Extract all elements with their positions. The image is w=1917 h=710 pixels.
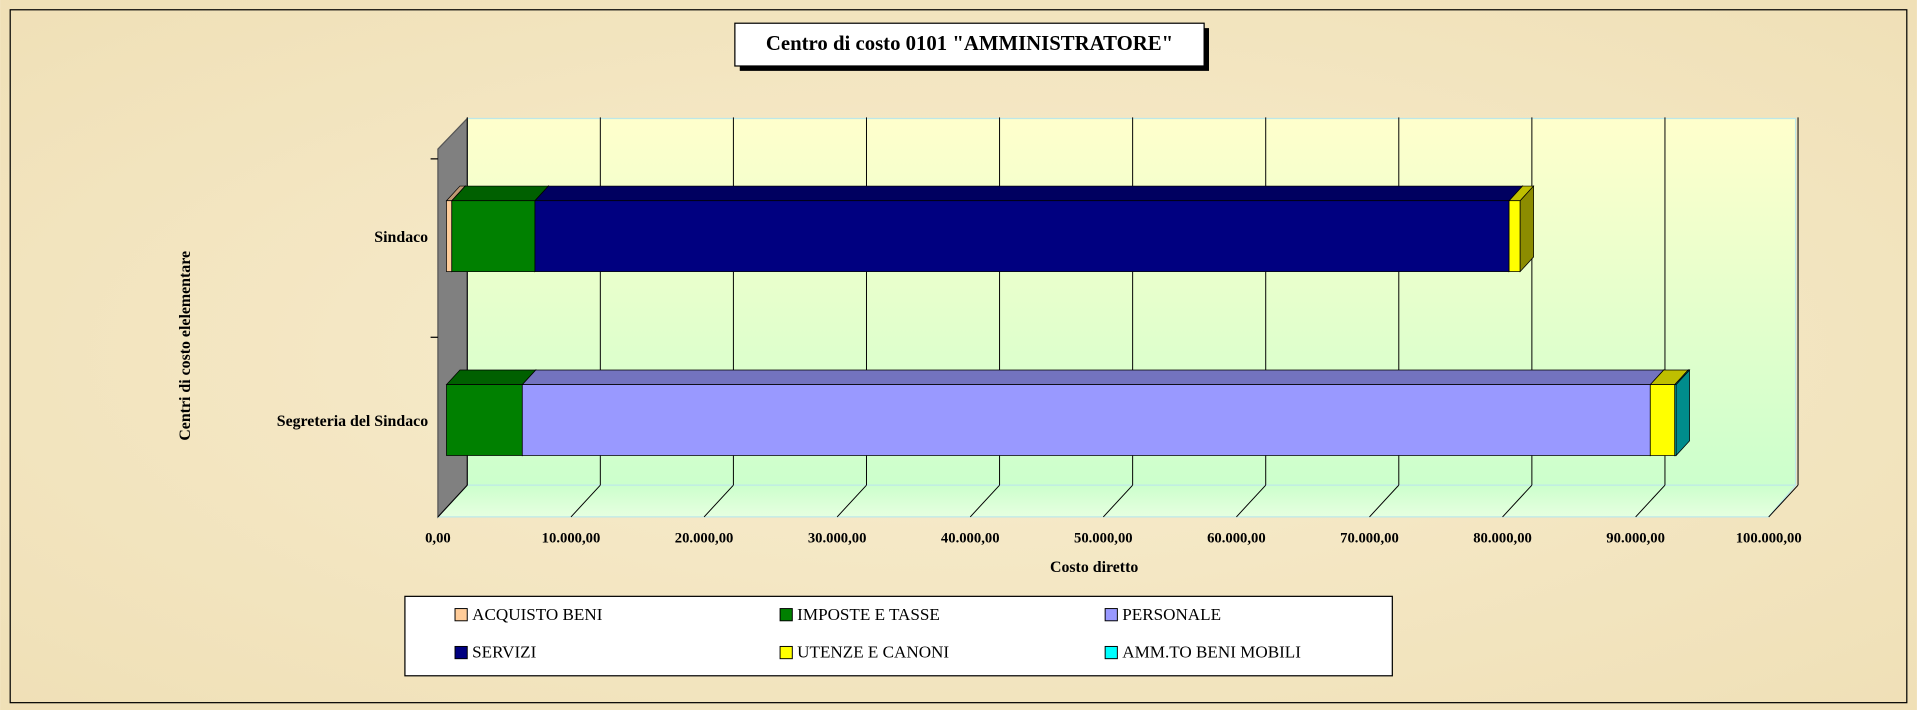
legend-label: ACQUISTO BENI xyxy=(472,605,603,624)
x-tick-label: 70.000,00 xyxy=(1340,530,1399,546)
bar xyxy=(1649,384,1676,456)
legend-swatch xyxy=(1104,608,1118,622)
legend-swatch xyxy=(779,608,793,622)
bar-top xyxy=(534,185,1524,202)
legend-label: UTENZE E CANONI xyxy=(797,643,949,662)
legend-label: IMPOSTE E TASSE xyxy=(797,605,940,624)
x-tick-label: 60.000,00 xyxy=(1207,530,1266,546)
legend-box xyxy=(404,595,1393,677)
legend-label: AMM.TO BENI MOBILI xyxy=(1122,643,1301,662)
x-tick-label: 10.000,00 xyxy=(542,530,601,546)
bar-side xyxy=(1675,369,1690,457)
bar-top xyxy=(450,185,550,202)
floor-grid-line xyxy=(1369,484,1400,518)
x-axis-label: Costo diretto xyxy=(1050,559,1138,576)
floor-grid-line xyxy=(836,484,867,518)
y-axis-label: Centri di costo elelementare xyxy=(177,251,194,441)
bars: Sindaco Segreteria del Sindaco xyxy=(277,185,1691,457)
legend-swatch xyxy=(454,608,468,622)
legend-swatch xyxy=(454,645,468,660)
chart-border xyxy=(9,9,1908,704)
legend-swatch xyxy=(1104,645,1118,660)
x-tick-label: 80.000,00 xyxy=(1473,530,1532,546)
floor-grid-line xyxy=(1635,484,1666,518)
bar-top xyxy=(521,369,1665,386)
floor-grid-line xyxy=(437,484,468,518)
bar xyxy=(534,200,1510,272)
x-tick-label: 100.000,00 xyxy=(1736,530,1802,546)
floor-grid-line xyxy=(1102,484,1133,518)
floor xyxy=(436,484,1797,518)
legend-label: SERVIZI xyxy=(472,643,536,662)
x-tick-label: 30.000,00 xyxy=(808,530,867,546)
x-tick-label: 90.000,00 xyxy=(1606,530,1665,546)
x-tick-label: 40.000,00 xyxy=(941,530,1000,546)
x-tick-label: 0,00 xyxy=(425,530,451,546)
floor-grid-line xyxy=(1236,484,1267,518)
title-box xyxy=(734,22,1205,67)
legend-swatch xyxy=(779,645,793,660)
floor-grid-line xyxy=(570,484,601,518)
chart-title: Centro di costo 0101 "AMMINISTRATORE" xyxy=(766,32,1173,55)
floor-grid-line xyxy=(1502,484,1533,518)
y-tick-label: Sindaco xyxy=(374,229,428,246)
bar-top xyxy=(445,369,537,386)
grid: 0,00 10.000,00 20.000,00 30.000,00 40.000,00… xyxy=(425,117,1802,546)
x-tick-label: 50.000,00 xyxy=(1074,530,1133,546)
legend-label: PERSONALE xyxy=(1122,605,1221,624)
side-wall xyxy=(437,117,468,519)
bar xyxy=(451,200,536,272)
floor-grid-line xyxy=(703,484,734,518)
bar xyxy=(446,200,453,272)
bar xyxy=(446,384,523,456)
bar-side xyxy=(1519,185,1534,273)
y-tick-label: Segreteria del Sindaco xyxy=(277,413,428,430)
bar xyxy=(521,384,1651,456)
floor-grid-line xyxy=(969,484,1000,518)
x-tick-label: 20.000,00 xyxy=(675,530,734,546)
floor-grid-line xyxy=(1768,484,1799,518)
bar xyxy=(1508,200,1521,272)
legend: ACQUISTO BENI IMPOSTE E TASSE PERSONALE SER… xyxy=(454,605,1301,662)
